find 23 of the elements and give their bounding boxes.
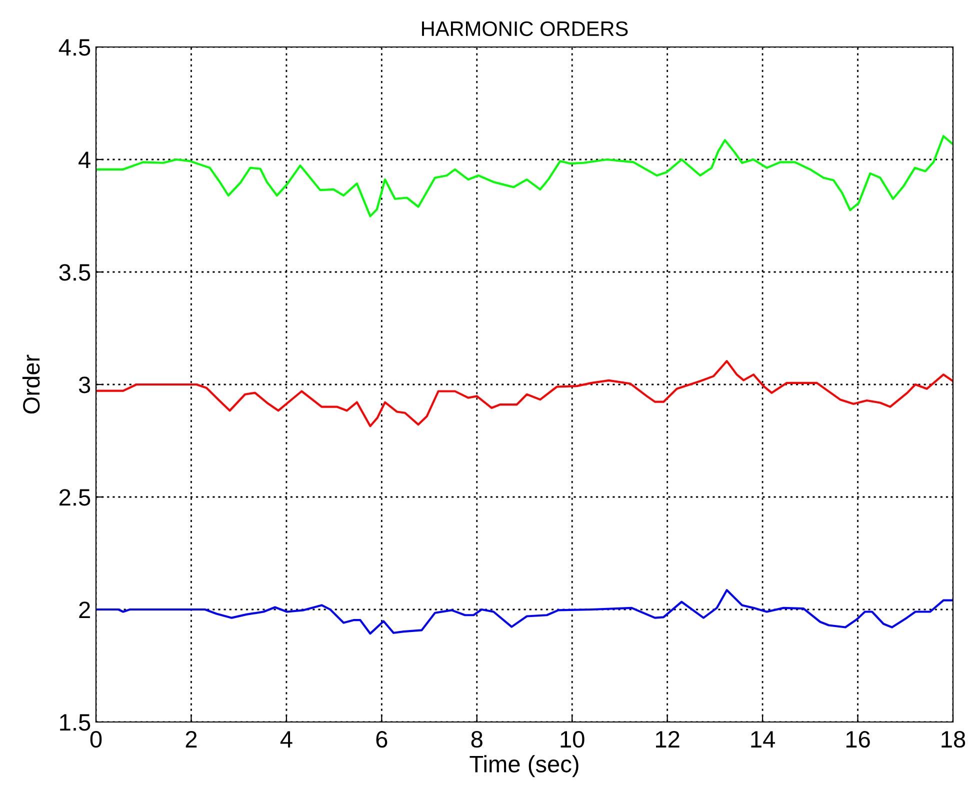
x-tick-label: 16: [846, 730, 870, 748]
y-tick-label: 4: [78, 152, 90, 168]
line-series: [96, 360, 953, 428]
y-axis-title: Order: [22, 354, 40, 414]
x-tick-label: 6: [376, 730, 388, 748]
x-tick-label: 4: [280, 731, 292, 748]
x-tick-label: 14: [751, 731, 775, 748]
x-tick-label: 12: [656, 730, 680, 748]
x-tick-label: 2: [186, 730, 197, 748]
line-series: [96, 589, 953, 635]
y-tick-label: 3.5: [59, 264, 90, 281]
x-tick-label: 10: [560, 730, 584, 748]
x-tick-label: 0: [90, 730, 102, 748]
y-tick-label: 1.5: [60, 714, 90, 731]
y-tick-label: 4.5: [58, 39, 90, 56]
y-tick-label: 3: [78, 376, 90, 394]
x-tick-label: 18: [942, 730, 966, 748]
y-tick-label: 2: [79, 602, 90, 618]
x-tick-label: 8: [471, 730, 482, 748]
chart-title: HARMONIC ORDERS: [422, 21, 628, 36]
x-axis-title: Time (sec): [470, 755, 578, 778]
y-tick-label: 2.5: [60, 489, 90, 506]
line-series: [96, 135, 953, 218]
